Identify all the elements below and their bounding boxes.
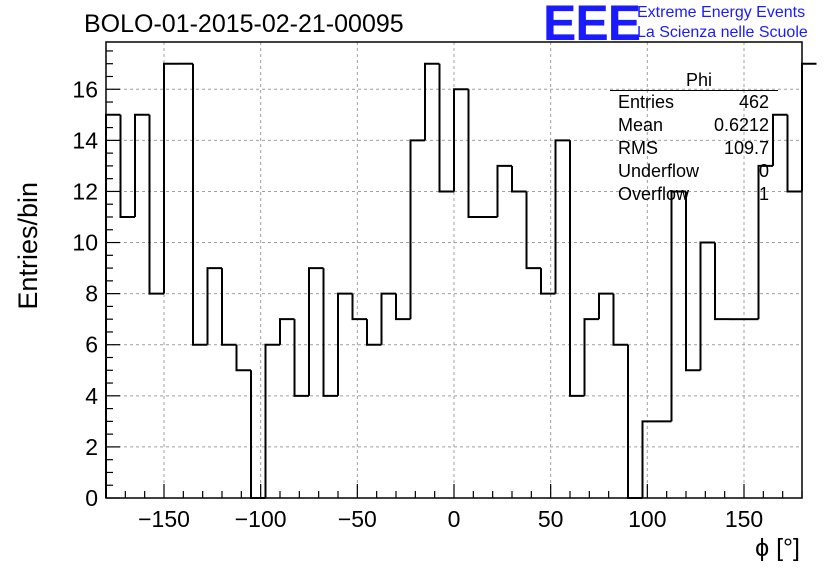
histogram-bin xyxy=(134,113,150,217)
histogram-bin xyxy=(322,268,338,397)
histogram-bin xyxy=(554,139,570,294)
stats-value: 0.6212 xyxy=(713,115,769,135)
histogram-bin xyxy=(366,319,382,346)
histogram-bin xyxy=(119,114,135,218)
histogram-bin xyxy=(235,344,251,372)
histogram-bin xyxy=(206,267,222,345)
stats-value: 109.7 xyxy=(723,138,769,158)
stats-row-overflow: Overflow 1 xyxy=(610,183,778,206)
stats-title: Phi xyxy=(610,70,778,91)
histogram-bin xyxy=(337,292,353,396)
histogram-bin xyxy=(163,62,179,294)
histogram-bin xyxy=(221,268,237,346)
histogram-bin xyxy=(496,164,512,217)
histogram-bin xyxy=(612,293,628,346)
histogram-bin xyxy=(264,343,280,498)
stats-row-rms: RMS 109.7 xyxy=(610,137,778,160)
histogram-bin xyxy=(453,88,469,192)
logo-caption-line1: Extreme Energy Events xyxy=(637,4,806,21)
histogram-bin xyxy=(583,318,599,396)
histogram-bin xyxy=(511,165,527,193)
histogram-bin xyxy=(351,293,367,321)
histogram-bin xyxy=(598,292,614,320)
y-tick-label: 16 xyxy=(72,76,98,102)
stats-row-underflow: Underflow 0 xyxy=(610,160,778,183)
x-tick-label: −150 xyxy=(138,506,190,532)
y-axis-label: Entries/bin xyxy=(13,182,43,310)
stats-value: 462 xyxy=(738,92,769,112)
stats-key: Mean xyxy=(618,115,664,135)
histogram-bin xyxy=(801,62,817,192)
histogram-bin xyxy=(467,89,483,218)
stats-row-mean: Mean 0.6212 xyxy=(610,114,778,137)
histogram-bin xyxy=(438,63,454,193)
histogram-bin xyxy=(192,63,208,346)
y-tick-label: 4 xyxy=(85,383,98,409)
x-axis-label: ϕ [°] xyxy=(755,534,800,562)
x-tick-label: 150 xyxy=(725,506,763,532)
histogram-bin xyxy=(409,139,425,320)
eee-logo: EEE xyxy=(543,0,641,51)
histogram-bin xyxy=(786,114,802,193)
y-tick-label: 0 xyxy=(85,485,98,511)
stats-key: Entries xyxy=(618,92,675,112)
histogram-bin xyxy=(699,241,715,371)
histogram-bin xyxy=(525,191,541,270)
histogram-bin xyxy=(540,268,556,295)
histogram-bin xyxy=(293,319,309,397)
histogram-bin xyxy=(569,140,585,397)
histogram-bin xyxy=(250,370,266,499)
y-axis-label-wrap: Entries/bin xyxy=(8,42,44,310)
stats-key: Overflow xyxy=(618,184,690,204)
stats-key: RMS xyxy=(618,138,658,158)
stats-row-entries: Entries 462 xyxy=(610,91,778,114)
histogram-bin xyxy=(685,191,701,372)
histogram-bin xyxy=(641,420,657,498)
histogram-bin xyxy=(279,318,295,345)
x-tick-label: 0 xyxy=(448,506,461,532)
logo-caption: Extreme Energy Events La Scienza nelle S… xyxy=(637,3,808,43)
histogram-bin xyxy=(380,292,396,345)
histogram-bin xyxy=(772,113,788,166)
histogram-bin xyxy=(757,164,773,320)
y-tick-label: 6 xyxy=(85,332,98,358)
histogram-bin xyxy=(424,62,440,141)
histogram-bin xyxy=(105,113,121,498)
histogram-bin xyxy=(148,114,164,295)
x-tick-label: 100 xyxy=(628,506,666,532)
x-tick-label: −100 xyxy=(235,506,287,532)
x-tick-label: 50 xyxy=(538,506,564,532)
x-tick-label: −50 xyxy=(338,506,377,532)
stats-key: Underflow xyxy=(618,161,700,181)
stats-value: 1 xyxy=(758,184,769,204)
y-tick-label: 10 xyxy=(72,230,98,256)
run-title: BOLO-01-2015-02-21-00095 xyxy=(84,10,404,38)
histogram-bin xyxy=(395,293,411,321)
histogram-bin xyxy=(714,242,730,321)
y-tick-label: 2 xyxy=(85,434,98,460)
histogram-bin xyxy=(308,267,324,396)
histogram-bin xyxy=(627,344,643,499)
y-tick-label: 14 xyxy=(72,127,98,153)
logo-caption-line2: La Scienza nelle Scuole xyxy=(637,24,808,41)
y-tick-label: 8 xyxy=(85,281,98,307)
stats-value: 0 xyxy=(758,161,769,181)
stats-box: Phi Entries 462 Mean 0.6212 RMS 109.7 Un… xyxy=(610,70,778,206)
histogram-bin xyxy=(670,190,686,422)
y-tick-label: 12 xyxy=(72,178,98,204)
